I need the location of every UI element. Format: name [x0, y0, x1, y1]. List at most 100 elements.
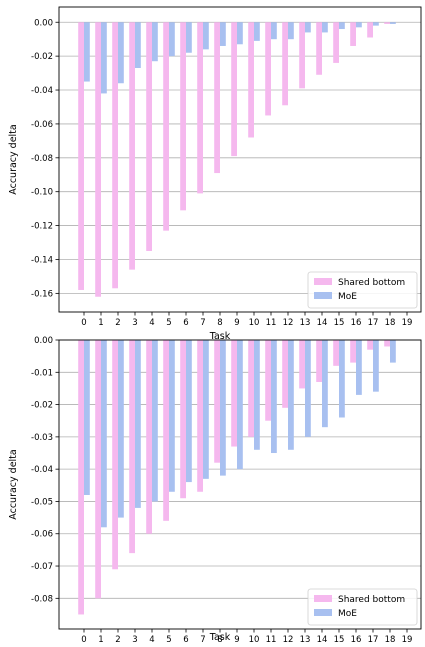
bar-shared-bottom-task-17 — [367, 22, 373, 38]
bar-shared-bottom-task-6 — [180, 22, 186, 211]
x-tick-label: 3 — [132, 318, 137, 328]
bar-moe-task-4 — [152, 22, 158, 62]
x-tick-label: 16 — [351, 318, 362, 328]
y-tick-label: -0.04 — [31, 86, 53, 96]
x-tick-label: 10 — [249, 635, 260, 643]
y-axis-label: Accuracy delta — [8, 449, 19, 519]
bar-moe-task-15 — [339, 22, 345, 30]
bar-moe-task-3 — [135, 22, 141, 68]
bar-moe-task-10 — [254, 22, 260, 41]
x-tick-label: 6 — [183, 318, 188, 328]
x-tick-label: 19 — [402, 318, 413, 328]
legend-swatch-moe — [314, 609, 332, 616]
x-tick-label: 15 — [334, 318, 345, 328]
bar-moe-task-14 — [322, 340, 328, 428]
bar-shared-bottom-task-1 — [95, 22, 101, 297]
x-axis-label: Task — [209, 331, 231, 342]
bar-shared-bottom-task-18 — [384, 22, 390, 24]
bar-shared-bottom-task-0 — [78, 340, 84, 615]
x-tick-label: 4 — [149, 318, 154, 328]
bar-moe-task-17 — [373, 22, 379, 26]
y-tick-label: -0.03 — [31, 433, 53, 443]
y-tick-label: -0.05 — [31, 497, 53, 507]
bar-shared-bottom-task-8 — [214, 340, 220, 463]
bar-moe-task-6 — [186, 22, 192, 53]
y-tick-label: -0.14 — [31, 255, 53, 265]
bar-shared-bottom-task-7 — [197, 22, 203, 194]
bar-moe-task-0 — [84, 340, 90, 495]
x-tick-label: 15 — [334, 635, 345, 643]
x-tick-label: 18 — [385, 635, 396, 643]
x-tick-label: 2 — [115, 318, 120, 328]
legend-label-moe: MoE — [338, 609, 357, 619]
bar-shared-bottom-task-2 — [112, 22, 118, 289]
bar-moe-task-15 — [339, 340, 345, 418]
bar-shared-bottom-task-10 — [248, 340, 254, 437]
y-tick-label: 0.00 — [34, 18, 53, 28]
x-tick-label: 8 — [217, 635, 222, 643]
x-tick-label: 19 — [402, 635, 413, 643]
bar-moe-task-8 — [220, 340, 226, 476]
y-tick-label: -0.01 — [31, 368, 53, 378]
legend-label-shared-bottom: Shared bottom — [338, 595, 405, 605]
bar-moe-task-11 — [271, 22, 277, 40]
bar-moe-task-18 — [390, 340, 396, 363]
bar-shared-bottom-task-4 — [146, 340, 152, 534]
bar-moe-task-13 — [305, 22, 311, 33]
bar-moe-task-16 — [356, 340, 362, 395]
chart-1: 0.00 -0.01 -0.02 -0.03 -0.04 -0.05 -0.06 -0.07 -… — [8, 336, 422, 645]
bar-shared-bottom-task-15 — [333, 22, 339, 63]
y-tick-label: 0.00 — [34, 336, 53, 346]
bar-shared-bottom-task-17 — [367, 340, 373, 350]
x-tick-label: 9 — [234, 635, 239, 643]
legend-swatch-moe — [314, 292, 332, 299]
legend: Shared bottom MoE — [307, 271, 418, 309]
y-tick-label: -0.12 — [31, 222, 53, 232]
bar-shared-bottom-task-6 — [180, 340, 186, 499]
x-tick-label: 5 — [166, 318, 171, 328]
bar-moe-task-1 — [101, 22, 107, 94]
bar-moe-task-13 — [305, 340, 311, 437]
bar-moe-task-14 — [322, 22, 328, 33]
bar-shared-bottom-task-11 — [265, 340, 271, 421]
y-tick-label: -0.04 — [31, 465, 53, 475]
y-tick-label: -0.08 — [31, 594, 53, 604]
x-tick-label: 5 — [166, 635, 171, 643]
x-tick-label: 2 — [115, 635, 120, 643]
y-tick-label: -0.07 — [31, 562, 53, 572]
bar-moe-task-9 — [237, 340, 243, 470]
bar-shared-bottom-task-1 — [95, 340, 101, 599]
bar-moe-task-6 — [186, 340, 192, 483]
x-tick-label: 14 — [317, 318, 328, 328]
x-tick-label: 9 — [234, 318, 239, 328]
bar-shared-bottom-task-15 — [333, 340, 339, 366]
x-tick-label: 7 — [200, 318, 205, 328]
bar-moe-task-0 — [84, 22, 90, 82]
x-tick-label: 12 — [283, 635, 294, 643]
y-tick-label: -0.08 — [31, 154, 53, 164]
x-tick-label: 3 — [132, 635, 137, 643]
bar-shared-bottom-task-14 — [316, 340, 322, 382]
plot-frame — [58, 6, 422, 313]
x-tick-label: 17 — [368, 635, 379, 643]
bar-moe-task-9 — [237, 22, 243, 45]
y-tick-label: -0.06 — [31, 120, 53, 130]
legend-label-moe: MoE — [338, 292, 357, 302]
x-tick-label: 4 — [149, 635, 154, 643]
x-tick-label: 0 — [81, 635, 86, 643]
legend-box — [307, 271, 418, 309]
x-tick-label: 7 — [200, 635, 205, 643]
bar-moe-task-1 — [101, 340, 107, 528]
bar-shared-bottom-task-3 — [129, 340, 135, 554]
bar-moe-task-17 — [373, 340, 379, 392]
legend-swatch-shared-bottom — [314, 278, 332, 285]
bar-shared-bottom-task-10 — [248, 22, 254, 138]
bar-shared-bottom-task-16 — [350, 340, 356, 363]
bar-moe-task-2 — [118, 340, 124, 518]
bar-shared-bottom-task-7 — [197, 340, 203, 492]
bar-moe-task-12 — [288, 22, 294, 40]
bar-shared-bottom-task-13 — [299, 340, 305, 389]
x-tick-label: 10 — [249, 318, 260, 328]
bar-moe-task-10 — [254, 340, 260, 450]
